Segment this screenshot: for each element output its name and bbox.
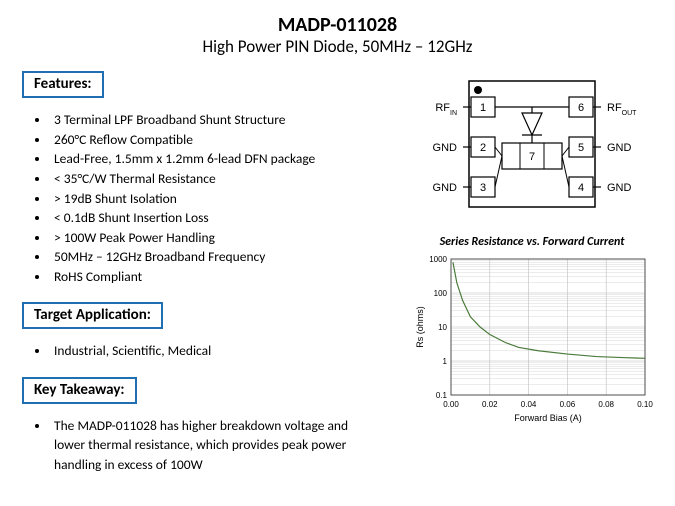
svg-text:1: 1 [480,102,486,114]
takeaway-label: Key Takeaway: [22,377,137,404]
svg-text:RFIN: RFIN [435,102,457,117]
part-description: High Power PIN Diode, 50MHz – 12GHz [22,36,653,57]
target-app-list: Industrial, Scientific, Medical [22,341,393,361]
svg-text:0.06: 0.06 [560,400,576,409]
svg-text:GND: GND [433,182,458,194]
svg-text:Forward Bias (A): Forward Bias (A) [514,413,582,423]
svg-text:Rs (ohms): Rs (ohms) [415,306,425,348]
target-app-label: Target Application: [22,302,163,329]
resistance-chart: Series Resistance vs. Forward Current 0.… [411,235,653,425]
svg-text:1000: 1000 [429,255,447,264]
svg-text:7: 7 [529,151,535,163]
svg-text:6: 6 [578,102,584,114]
svg-text:GND: GND [607,142,632,154]
svg-text:0.08: 0.08 [598,400,614,409]
part-number: MADP-011028 [22,14,653,36]
features-label: Features: [22,71,104,98]
list-item: > 19dB Shunt Isolation [50,189,393,209]
takeaway-list: The MADP-011028 has higher breakdown vol… [22,416,393,475]
svg-text:4: 4 [578,182,584,194]
svg-text:10: 10 [438,323,447,332]
svg-text:GND: GND [433,142,458,154]
list-item: Lead-Free, 1.5mm x 1.2mm 6-lead DFN pack… [50,149,393,169]
list-item: 260°C Reflow Compatible [50,130,393,150]
svg-text:0.00: 0.00 [443,400,459,409]
list-item: 3 Terminal LPF Broadband Shunt Structure [50,110,393,130]
list-item: The MADP-011028 has higher breakdown vol… [50,416,363,475]
pin-diagram: 1 RFIN 2 GND 3 GND 6 RFOUT 5 GND 4 GND 7 [411,69,653,219]
svg-text:0.04: 0.04 [521,400,537,409]
features-list: 3 Terminal LPF Broadband Shunt Structure… [22,110,393,286]
list-item: < 35°C/W Thermal Resistance [50,169,393,189]
list-item: RoHS Compliant [50,267,393,287]
svg-text:100: 100 [434,289,448,298]
svg-text:2: 2 [480,142,486,154]
svg-text:GND: GND [607,182,632,194]
svg-text:3: 3 [480,182,486,194]
svg-text:5: 5 [578,142,584,154]
chart-title: Series Resistance vs. Forward Current [411,235,653,249]
list-item: Industrial, Scientific, Medical [50,341,393,361]
svg-text:0.1: 0.1 [436,391,448,400]
list-item: < 0.1dB Shunt Insertion Loss [50,208,393,228]
list-item: 50MHz – 12GHz Broadband Frequency [50,247,393,267]
list-item: > 100W Peak Power Handling [50,228,393,248]
svg-text:0.10: 0.10 [637,400,653,409]
svg-text:RFOUT: RFOUT [607,102,637,117]
svg-text:0.02: 0.02 [482,400,498,409]
svg-text:1: 1 [443,357,448,366]
